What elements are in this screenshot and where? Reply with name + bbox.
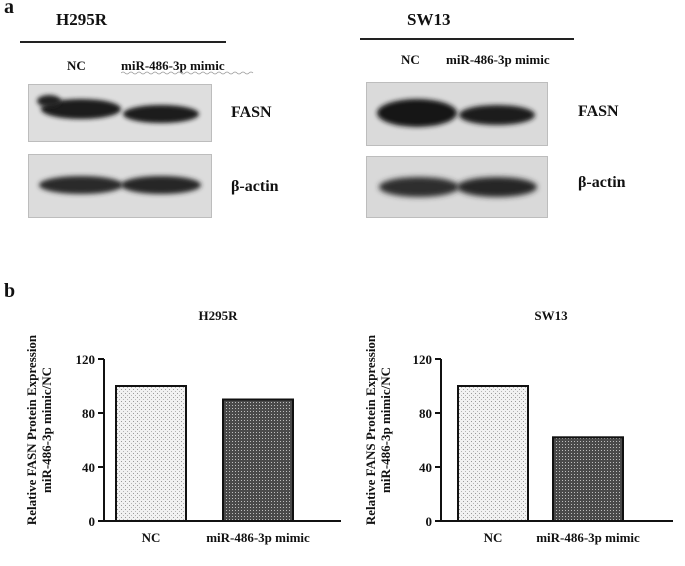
blot-h295r-cell-line: H295R — [56, 10, 107, 29]
y-tick-label: 120 — [413, 352, 433, 367]
x-tick-label: miR-486-3p mimic — [206, 530, 310, 545]
y-tick-label: 80 — [419, 406, 432, 421]
chart-title: SW13 — [534, 308, 568, 323]
y-tick-label: 40 — [82, 460, 95, 475]
blot-sw13-cell-line: SW13 — [407, 10, 451, 29]
y-tick-label: 80 — [82, 406, 95, 421]
blot-sw13-protein-fasn: FASN — [578, 103, 619, 120]
chart-title: H295R — [199, 308, 239, 323]
y-tick-label: 0 — [89, 514, 96, 529]
blot-h295r-protein-actin: β-actin — [231, 178, 279, 195]
x-tick-label: NC — [142, 530, 161, 545]
blot-sw13-actin — [366, 156, 548, 218]
x-tick-label: NC — [484, 530, 503, 545]
bar-h295r-0 — [115, 385, 187, 522]
blot-sw13-protein-actin: β-actin — [578, 174, 626, 191]
spellcheck-squiggle — [121, 71, 254, 75]
bar-sw13-0 — [457, 385, 529, 522]
y-axis-label: miR-486-3p mimic/NC — [39, 367, 54, 493]
blot-h295r-lane-mimic: miR-486-3p mimic — [121, 58, 225, 73]
y-tick-label: 0 — [426, 514, 433, 529]
blot-h295r-lane-nc: NC — [67, 58, 86, 73]
blot-sw13-underline — [360, 38, 574, 40]
blot-h295r-protein-fasn: FASN — [231, 104, 272, 121]
blot-sw13-lane-nc: NC — [401, 52, 420, 67]
y-tick-label: 40 — [419, 460, 432, 475]
y-axis-label: miR-486-3p mimic/NC — [378, 367, 393, 493]
y-tick-label: 120 — [76, 352, 96, 367]
bar-sw13-1 — [552, 436, 624, 522]
x-tick-label: miR-486-3p mimic — [536, 530, 640, 545]
blot-sw13-fasn — [366, 82, 548, 146]
bar-h295r-1 — [222, 398, 294, 522]
panel-a-letter: a — [4, 0, 14, 18]
blot-h295r-underline — [20, 41, 226, 43]
blot-h295r-fasn — [28, 84, 212, 142]
y-axis-label: Relative FANS Protein Expression — [363, 334, 378, 525]
blot-h295r-actin — [28, 154, 212, 218]
panel-b-letter: b — [4, 280, 16, 302]
y-axis-label: Relative FASN Protein Expression — [24, 334, 39, 525]
blot-sw13-lane-mimic: miR-486-3p mimic — [446, 52, 550, 67]
